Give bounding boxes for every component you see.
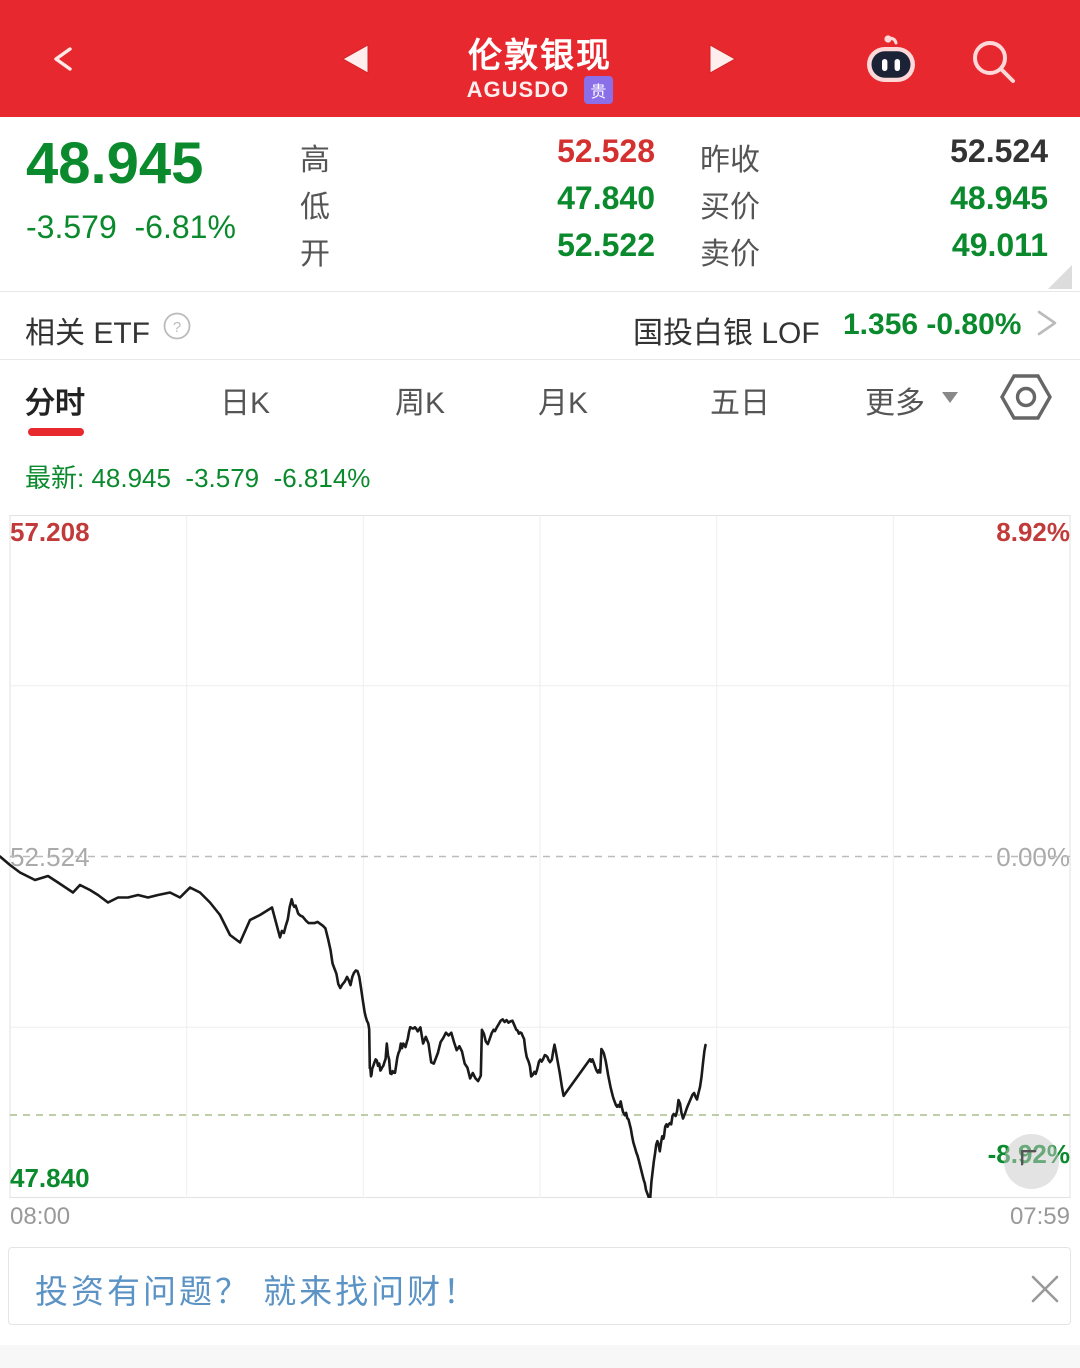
svg-text:?: ? [173,319,181,336]
